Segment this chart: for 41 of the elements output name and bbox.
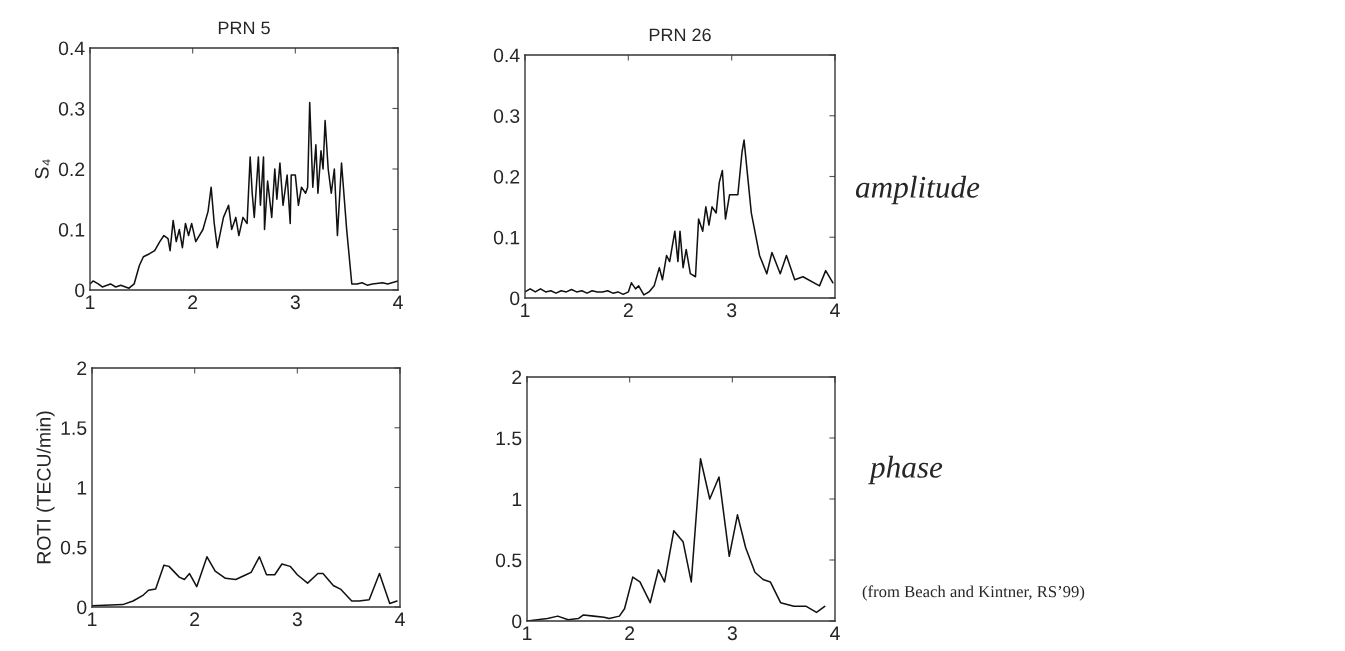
y-tick-label: 0 (510, 291, 520, 306)
y-tick-label: 0.2 (58, 162, 85, 177)
x-tick-label: 4 (395, 612, 405, 626)
x-tick-label: 4 (393, 295, 403, 309)
y-tick-label: 0.2 (493, 169, 520, 184)
y-tick-label: 0 (512, 614, 522, 629)
y-tick-label: 0.3 (493, 109, 520, 123)
y-tick-label: 0.5 (60, 540, 87, 555)
x-tick-label: 4 (830, 626, 840, 640)
x-tick-label: 1 (523, 626, 532, 640)
y-tick-label: 0 (77, 600, 87, 615)
x-tick-label: 2 (188, 295, 198, 309)
chart-title: PRN 5 (218, 21, 270, 35)
x-tick-label: 3 (727, 303, 737, 318)
y-tick-label: 2 (77, 361, 87, 376)
x-tick-label: 2 (623, 303, 633, 317)
y-tick-label: 1 (512, 492, 522, 507)
x-tick-label: 3 (727, 626, 737, 641)
x-tick-label: 4 (830, 303, 840, 317)
y-tick-label: 1 (77, 481, 87, 495)
x-tick-label: 3 (290, 295, 300, 310)
x-tick-label: 3 (292, 612, 302, 627)
text: amplitude (855, 175, 980, 205)
y-tick-label: 0.4 (58, 41, 85, 56)
y-axis-title: ROTI (TECU/min) (36, 411, 55, 564)
text: phase (868, 455, 943, 485)
y-axis-title: S₄ (34, 159, 51, 179)
y-tick-label: 1.5 (61, 421, 87, 435)
y-tick-label: 0 (75, 283, 85, 298)
y-tick-label: 0.1 (58, 222, 85, 237)
text: (from Beach and Kintner, RS’99) (862, 585, 1085, 601)
y-tick-label: 0.3 (58, 101, 85, 116)
x-tick-label: 2 (190, 612, 200, 626)
y-tick-label: 0.5 (495, 553, 522, 568)
y-tick-label: 2 (512, 370, 522, 385)
chart-title: PRN 26 (649, 28, 711, 42)
x-tick-label: 2 (625, 626, 635, 640)
y-tick-label: 0.1 (493, 230, 520, 245)
x-tick-label: 1 (88, 612, 97, 626)
y-tick-label: 1.5 (496, 431, 522, 446)
y-tick-label: 0.4 (493, 48, 520, 63)
